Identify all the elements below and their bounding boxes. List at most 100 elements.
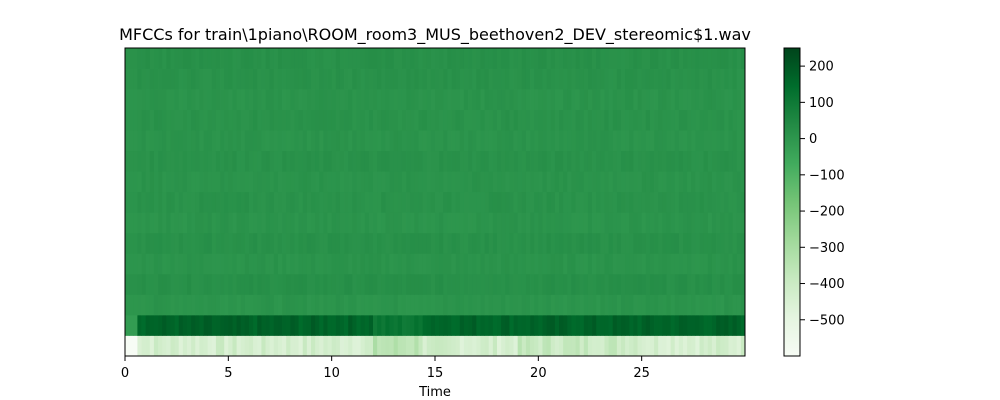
heatmap-cell — [158, 294, 163, 316]
heatmap-cell — [484, 232, 490, 254]
heatmap-cell — [612, 109, 618, 131]
heatmap-cell — [339, 48, 345, 69]
heatmap-cell — [236, 253, 242, 275]
heatmap-cell — [298, 294, 304, 316]
heatmap-cell — [414, 130, 419, 152]
heatmap-cell — [720, 130, 725, 152]
heatmap-cell — [736, 191, 742, 213]
heatmap-cell — [649, 130, 655, 152]
heatmap-cell — [286, 232, 291, 254]
heatmap-cell — [244, 232, 250, 254]
heatmap-cell — [203, 273, 209, 295]
heatmap-cell — [269, 253, 275, 275]
heatmap-cell — [621, 68, 626, 90]
heatmap-cell — [401, 48, 407, 69]
colorbar-tick-label: −300 — [809, 241, 845, 256]
heatmap-cell — [513, 48, 519, 69]
heatmap-cell — [658, 253, 663, 275]
heatmap-cell — [244, 150, 250, 172]
heatmap-cell — [133, 48, 138, 69]
heatmap-cell — [178, 68, 184, 90]
heatmap-cell — [662, 191, 667, 213]
heatmap-cell — [608, 109, 614, 131]
heatmap-cell — [583, 191, 589, 213]
heatmap-cell — [459, 89, 465, 110]
heatmap-cell — [319, 48, 324, 69]
heatmap-cell — [224, 171, 229, 193]
heatmap-cell — [476, 109, 481, 131]
heatmap-cell — [509, 335, 514, 357]
heatmap-cell — [187, 109, 192, 131]
heatmap-cell — [306, 171, 312, 193]
heatmap-cell — [187, 253, 192, 275]
heatmap-cell — [728, 232, 733, 254]
heatmap-cell — [182, 212, 188, 234]
heatmap-cell — [339, 68, 345, 90]
heatmap-cell — [587, 314, 593, 336]
heatmap-cell — [224, 109, 229, 131]
heatmap-cell — [666, 68, 671, 90]
heatmap-cell — [430, 68, 436, 90]
heatmap-cell — [315, 171, 320, 193]
heatmap-cell — [662, 253, 667, 275]
heatmap-cell — [625, 171, 630, 193]
heatmap-cell — [410, 314, 415, 336]
heatmap-cell — [451, 335, 457, 357]
heatmap-cell — [406, 232, 411, 254]
heatmap-cell — [373, 335, 378, 357]
heatmap-cell — [724, 150, 729, 172]
heatmap-cell — [232, 273, 237, 295]
heatmap-cell — [538, 68, 543, 90]
heatmap-cell — [426, 109, 432, 131]
heatmap-cell — [381, 68, 386, 90]
heatmap-cell — [501, 232, 506, 254]
heatmap-cell — [290, 273, 295, 295]
heatmap-cell — [579, 232, 585, 254]
heatmap-cell — [306, 212, 312, 234]
heatmap-cell — [517, 68, 523, 90]
heatmap-cell — [563, 89, 568, 110]
heatmap-cell — [583, 212, 589, 234]
heatmap-cell — [125, 171, 130, 193]
heatmap-cell — [554, 191, 560, 213]
heatmap-cell — [344, 232, 349, 254]
heatmap-cell — [501, 150, 506, 172]
heatmap-cell — [699, 232, 705, 254]
heatmap-cell — [240, 335, 246, 357]
heatmap-cell — [654, 48, 659, 69]
heatmap-cell — [439, 335, 444, 357]
heatmap-cell — [315, 68, 320, 90]
heatmap-cell — [331, 212, 337, 234]
heatmap-cell — [311, 150, 316, 172]
heatmap-cell — [265, 294, 271, 316]
heatmap-cell — [583, 232, 589, 254]
heatmap-cell — [315, 253, 320, 275]
heatmap-cell — [567, 48, 572, 69]
heatmap-cell — [699, 48, 705, 69]
heatmap-cell — [583, 171, 589, 193]
heatmap-cell — [678, 130, 684, 152]
heatmap-cell — [662, 89, 667, 110]
heatmap-cell — [269, 212, 275, 234]
heatmap-cell — [579, 68, 585, 90]
heatmap-cell — [575, 335, 581, 357]
heatmap-cell — [129, 253, 134, 275]
heatmap-cell — [298, 253, 304, 275]
heatmap-cell — [488, 130, 494, 152]
heatmap-cell — [290, 150, 295, 172]
heatmap-cell — [608, 171, 614, 193]
heatmap-cell — [530, 212, 535, 234]
heatmap-cell — [282, 150, 287, 172]
heatmap-cell — [666, 109, 671, 131]
heatmap-cell — [683, 253, 688, 275]
heatmap-cell — [257, 253, 262, 275]
heatmap-cell — [492, 191, 498, 213]
heatmap-cell — [153, 294, 159, 316]
heatmap-cell — [410, 253, 415, 275]
heatmap-cell — [439, 89, 444, 110]
heatmap-cell — [447, 212, 452, 234]
heatmap-cell — [625, 191, 630, 213]
heatmap-cell — [579, 335, 585, 357]
heatmap-cell — [261, 294, 266, 316]
heatmap-cell — [137, 335, 142, 357]
